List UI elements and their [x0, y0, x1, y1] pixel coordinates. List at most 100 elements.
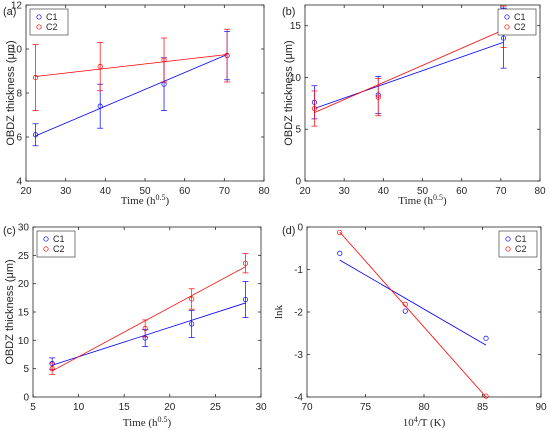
- panel-c-xlabel: Time (h0.5): [123, 415, 172, 430]
- panel-d-c1-point: [337, 250, 343, 256]
- panel-c-ytick-label: 5: [23, 364, 29, 375]
- panel-c-c2-point: [242, 260, 249, 266]
- panel-a-ylabel: OBDZ thickness (μm): [5, 40, 17, 145]
- panel-c-legend-label-c2: C2: [53, 244, 65, 254]
- panel-a-ytick-label: 6: [16, 133, 22, 144]
- panel-d-xtick-label: 70: [301, 402, 313, 413]
- panel-d-legend-label-c1: C1: [515, 234, 527, 244]
- panel-d-ytick-label: -1: [294, 265, 303, 276]
- panel-c-ytick-label: 0: [23, 393, 29, 404]
- panel-b-ytick-label: 15: [290, 21, 302, 32]
- panel-d-c1-fit-line: [339, 259, 487, 346]
- panel-c-legend-marker-c2: [43, 246, 49, 252]
- panel-d-c2-fit-line: [339, 231, 487, 398]
- panel-d-letter: (d): [282, 225, 295, 237]
- panel-d-legend-box: [498, 230, 538, 258]
- panel-c-ytick-label: 15: [18, 308, 30, 319]
- panel-b-c2-point: [311, 105, 317, 112]
- panel-c-legend-marker-c1: [43, 236, 49, 242]
- panel-b-xtick-label: 20: [299, 186, 311, 197]
- panel-b-xtick-label: 50: [417, 186, 429, 197]
- panel-b-xtick-label: 70: [495, 186, 507, 197]
- panel-a-c2-point: [224, 53, 230, 59]
- panel-a-c2-fit-line: [35, 54, 228, 77]
- panel-c-ytick-label: 20: [18, 279, 30, 290]
- panel-d-c1-point: [402, 308, 408, 314]
- panel-c-c2-fit-line: [51, 266, 246, 372]
- panel-d-legend-marker-c1: [505, 236, 511, 242]
- panel-a-letter: (a): [3, 6, 16, 18]
- panel-d-xtick-label: 75: [360, 402, 372, 413]
- panel-a-xtick-label: 20: [20, 186, 32, 197]
- panel-a-ytick-label: 4: [16, 177, 22, 188]
- panel-b-xtick-label: 60: [456, 186, 468, 197]
- panel-d-xtick-label: 90: [535, 402, 547, 413]
- panel-d-c2-point: [337, 229, 343, 236]
- panel-c-c2-point: [142, 325, 148, 331]
- panel-c-xtick-label: 5: [30, 402, 36, 413]
- panel-a-c1-point: [32, 132, 39, 138]
- panel-d-c2-point: [483, 393, 489, 399]
- panel-b-c2-fit-line: [314, 29, 504, 114]
- panel-b-ytick-label: 10: [290, 73, 302, 84]
- panel-a-xtick-label: 60: [179, 186, 191, 197]
- panel-c-ylabel: OBDZ thickness (μm): [4, 259, 16, 364]
- panel-d-c2-point: [402, 301, 408, 307]
- panel-a-xtick-label: 70: [219, 186, 231, 197]
- panel-a-ytick-label: 10: [11, 45, 23, 56]
- panel-b-xtick-label: 40: [378, 186, 390, 197]
- panel-c-xtick-label: 20: [164, 402, 176, 413]
- panel-b-xlabel: Time (h0.5): [398, 193, 447, 208]
- panel-a-c1-fit-line: [35, 54, 228, 137]
- panel-c-xtick-label: 10: [73, 402, 85, 413]
- panel-a-c1-point: [97, 103, 103, 109]
- panel-a-c2-point: [32, 75, 39, 81]
- panel-b-letter: (b): [282, 6, 295, 18]
- panel-d-xtick-label: 85: [477, 402, 489, 413]
- panel-b: 20 30 40 50 60 70 80 0 5 10 15 (b) Time (h0.5) OBDZ t…: [282, 4, 546, 208]
- panel-b-ytick-label: 5: [295, 125, 301, 136]
- panel-c-ytick-label: 25: [18, 251, 30, 262]
- panel-c-xtick-label: 15: [119, 402, 131, 413]
- panel-b-legend-marker-c1: [504, 14, 510, 20]
- panel-d-xtick-label: 80: [418, 402, 430, 413]
- panel-d-ylabel: lnk: [273, 304, 285, 319]
- panel-a-legend-marker-c2: [36, 24, 42, 30]
- panel-a-c2-point: [161, 57, 167, 63]
- panel-c-ytick-label: 10: [18, 336, 30, 347]
- panel-b-legend-marker-c2: [504, 24, 510, 30]
- panel-c-c1-point: [189, 321, 195, 327]
- panel-a-legend-label-c1: C1: [46, 12, 58, 22]
- panel-c-c1-point: [242, 296, 249, 303]
- panel-d-ytick-label: -2: [294, 308, 303, 319]
- panel-a-xtick-label: 40: [100, 186, 112, 197]
- panel-a-c2-point: [97, 64, 103, 70]
- panel-b-ytick-label: 0: [295, 177, 301, 188]
- panel-a-legend-box: [29, 8, 69, 36]
- panel-d-ytick-label: -3: [294, 350, 303, 361]
- panel-c-legend-label-c1: C1: [53, 234, 65, 244]
- panel-a-xtick-label: 50: [139, 186, 151, 197]
- panel-a-xtick-label: 80: [258, 186, 270, 197]
- panel-c-c2-point: [189, 296, 195, 302]
- panel-c-legend-box: [36, 230, 76, 258]
- panel-d-legend-label-c2: C2: [515, 244, 527, 254]
- panel-a-legend-marker-c1: [36, 14, 42, 20]
- panel-b-legend-label-c2: C2: [514, 22, 526, 32]
- panel-b-ylabel: OBDZ thickness (μm): [283, 40, 295, 145]
- panel-d-ytick-label: -4: [294, 393, 303, 404]
- panel-b-c1-fit-line: [314, 41, 504, 109]
- panel-c-xtick-label: 25: [210, 402, 222, 413]
- panel-a-legend-label-c2: C2: [46, 22, 58, 32]
- panel-a: 20 30 40 50 60 70 80 4 6 8 10 12(a) Time (h0.5) OBDZ …: [3, 1, 270, 208]
- panel-b-legend-box: [497, 8, 537, 36]
- panel-c-c1-fit-line: [52, 302, 246, 366]
- panel-b-xtick-label: 80: [534, 186, 546, 197]
- panel-b-legend-label-c1: C1: [514, 12, 526, 22]
